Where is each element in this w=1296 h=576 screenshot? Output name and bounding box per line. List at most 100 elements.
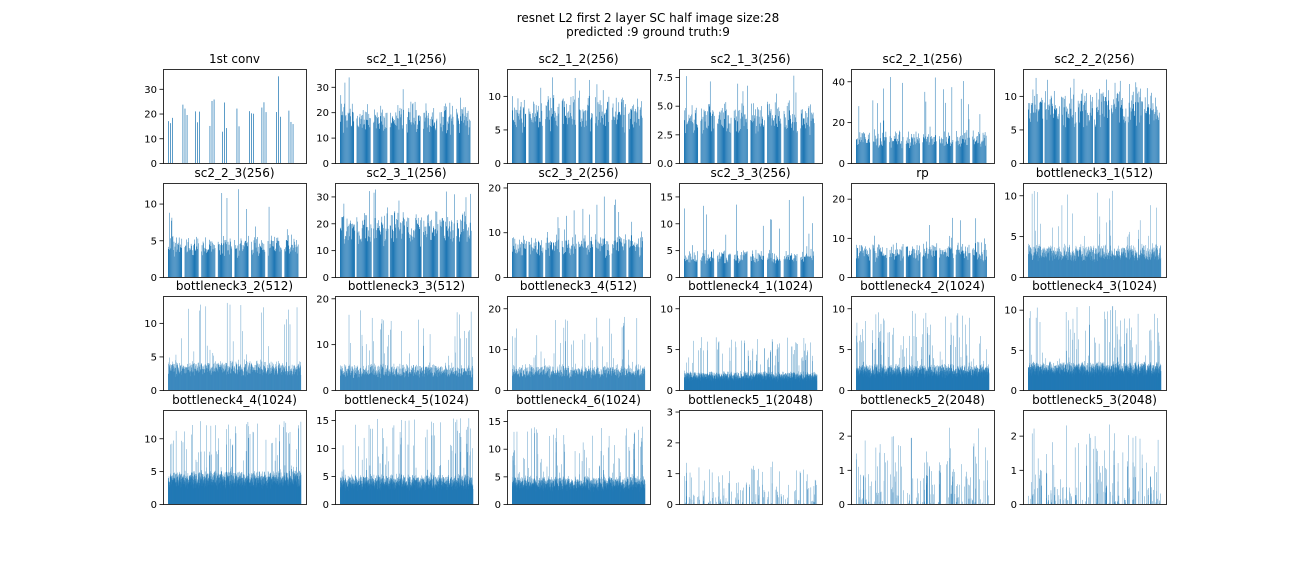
bar — [570, 255, 571, 277]
bar — [397, 105, 399, 163]
bar — [688, 120, 689, 163]
bar — [547, 96, 549, 163]
bar — [465, 216, 466, 277]
bar — [884, 140, 886, 163]
bar — [881, 144, 882, 163]
bar — [789, 115, 791, 163]
bar — [531, 122, 533, 163]
bar — [393, 121, 395, 163]
bar — [289, 249, 291, 277]
bar — [280, 247, 281, 277]
bar — [960, 135, 961, 163]
bar — [725, 110, 726, 163]
bar — [461, 232, 463, 277]
y-tick-label: 0.0 — [657, 159, 673, 170]
bar — [219, 250, 220, 277]
bar — [442, 131, 443, 163]
bar — [789, 259, 790, 277]
bar — [1063, 125, 1064, 163]
bar — [925, 253, 926, 277]
bar — [519, 110, 521, 163]
bar — [526, 241, 527, 277]
bar — [368, 124, 369, 163]
bar — [963, 250, 965, 277]
bar — [744, 251, 746, 277]
bar — [204, 248, 206, 277]
bar — [523, 99, 525, 163]
bar — [360, 123, 361, 163]
bar — [687, 122, 689, 163]
bar — [893, 253, 894, 277]
bar — [960, 246, 962, 277]
y-tick-label: 0 — [151, 159, 157, 170]
bar — [196, 246, 198, 277]
bar — [867, 134, 869, 163]
bar — [603, 196, 605, 277]
bar — [262, 249, 264, 277]
bar — [600, 237, 601, 277]
bar — [547, 248, 549, 277]
bar — [861, 139, 862, 163]
bar — [443, 106, 445, 163]
bar — [554, 110, 556, 163]
bar — [786, 256, 787, 277]
bar — [583, 112, 584, 163]
bar — [804, 256, 806, 277]
bar — [1141, 102, 1143, 163]
bar — [599, 244, 600, 277]
bar — [780, 118, 781, 163]
y-tick-label: 0 — [1011, 159, 1017, 170]
bar — [623, 114, 625, 163]
bar — [864, 133, 865, 163]
bar — [249, 111, 250, 163]
bar — [717, 256, 718, 277]
bar — [615, 199, 616, 277]
bar — [985, 145, 986, 163]
bar — [928, 249, 930, 277]
bar — [735, 260, 737, 277]
bar — [557, 249, 558, 277]
bar — [707, 111, 708, 163]
bar — [174, 246, 176, 277]
bar — [755, 133, 757, 163]
bar — [343, 203, 345, 277]
bar — [1086, 93, 1087, 163]
bars — [512, 196, 643, 277]
bar — [1140, 115, 1142, 163]
bar — [399, 229, 401, 277]
bar — [369, 127, 371, 163]
bar — [1116, 98, 1117, 163]
bar — [926, 241, 927, 277]
bar — [537, 105, 539, 163]
bar — [768, 116, 770, 163]
axes-frame — [679, 69, 823, 164]
bar — [704, 111, 705, 163]
bar — [770, 112, 771, 163]
bar — [786, 259, 788, 277]
bar — [694, 130, 695, 163]
bar — [791, 127, 792, 163]
bar — [578, 97, 580, 163]
bar — [226, 128, 227, 163]
bar — [1038, 109, 1040, 163]
bar — [793, 258, 794, 277]
bar — [416, 131, 417, 163]
bar — [964, 253, 966, 277]
bar — [296, 253, 298, 277]
bar — [1066, 117, 1068, 163]
bar — [618, 102, 620, 163]
bar — [964, 133, 965, 163]
bar — [349, 112, 350, 163]
bar — [638, 118, 639, 163]
bar — [585, 110, 586, 163]
bar — [168, 121, 169, 163]
bar — [352, 112, 354, 163]
bar — [435, 128, 436, 163]
bar — [969, 137, 970, 163]
bar — [977, 135, 978, 163]
bar — [702, 256, 703, 277]
bar — [228, 250, 229, 277]
bar — [386, 213, 388, 277]
bar — [865, 248, 867, 277]
bar — [598, 119, 599, 163]
